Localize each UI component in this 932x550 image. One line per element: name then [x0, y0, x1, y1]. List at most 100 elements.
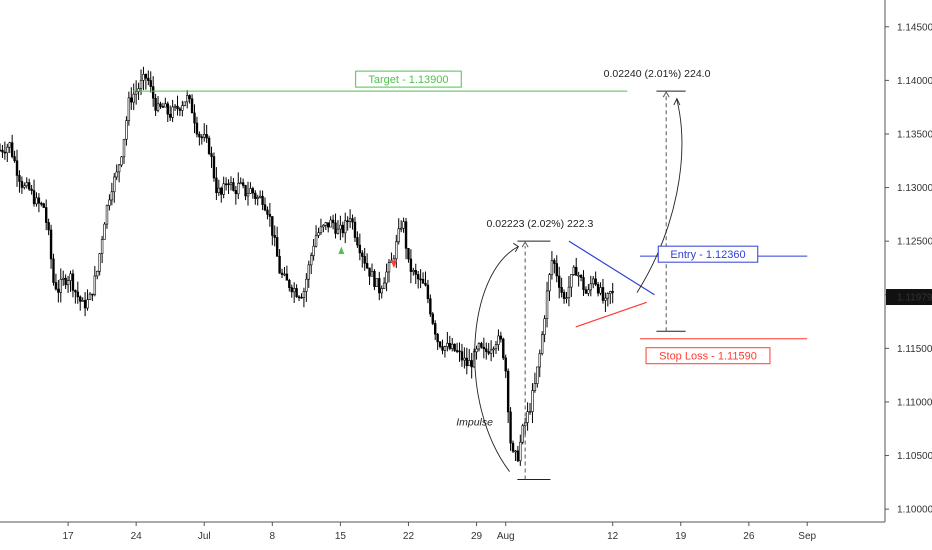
candle — [81, 297, 84, 302]
candle-body — [489, 349, 493, 354]
candle — [460, 343, 464, 367]
candle-body — [139, 79, 143, 89]
candle — [47, 218, 50, 236]
candle-body — [263, 204, 267, 211]
candle — [280, 268, 284, 279]
time-tick-label: 22 — [403, 531, 415, 542]
time-tick-label: 17 — [63, 531, 75, 542]
candle — [229, 176, 233, 191]
candle — [570, 274, 573, 297]
candle — [66, 275, 70, 293]
candle — [122, 138, 126, 164]
price-axis[interactable]: 1.145001.140001.135001.130001.125001.120… — [884, 0, 932, 522]
candle — [356, 231, 359, 248]
candle-body — [227, 183, 230, 186]
candle-body — [589, 283, 593, 291]
candle — [536, 366, 539, 388]
candle — [565, 291, 568, 304]
candle-body — [40, 202, 43, 205]
candle — [222, 176, 225, 199]
candle — [40, 201, 43, 207]
triangle-lower-line — [575, 301, 647, 328]
candle — [297, 295, 301, 302]
candle — [159, 101, 162, 109]
candle-body — [198, 133, 201, 138]
target-label: Target - 1.13900 — [355, 70, 462, 88]
candle-body — [120, 156, 123, 166]
buy-marker-icon — [338, 246, 345, 255]
target-measure-arrow-icon — [662, 91, 670, 98]
candle — [436, 332, 439, 350]
price-candles — [0, 66, 614, 466]
candle-body — [594, 278, 597, 285]
candle-body — [419, 278, 422, 281]
candle-body — [205, 134, 208, 139]
candle-body — [37, 197, 41, 204]
candle-body — [327, 222, 330, 228]
time-axis[interactable]: 17 24 Jul 8 15 22 29 Aug 12 19 26 Sep — [0, 521, 885, 542]
candle-body — [154, 97, 157, 111]
candle — [402, 217, 405, 233]
candle-body — [244, 185, 247, 197]
candle — [188, 94, 191, 104]
candle — [341, 221, 345, 238]
candle-body — [380, 288, 383, 294]
candle — [132, 83, 135, 111]
candle-body — [181, 105, 184, 111]
candle-body — [375, 278, 379, 287]
candle — [324, 221, 327, 230]
candle — [504, 354, 507, 379]
candle — [295, 284, 298, 298]
candle-body — [171, 106, 174, 118]
candle — [117, 164, 121, 183]
candle-body — [502, 338, 505, 359]
candle — [361, 250, 364, 268]
candle-body — [161, 106, 165, 108]
candle-body — [385, 271, 388, 284]
candle — [275, 226, 279, 257]
candle — [283, 266, 286, 277]
candle-body — [159, 103, 162, 107]
candle-body — [584, 289, 588, 294]
candle — [599, 282, 602, 296]
candle-body — [234, 190, 238, 195]
candle — [446, 332, 449, 352]
candle-body — [558, 275, 561, 288]
candle-body — [346, 220, 349, 223]
candle — [558, 266, 561, 299]
candle — [451, 337, 454, 352]
candle — [307, 260, 310, 288]
candle — [234, 185, 238, 205]
candle — [339, 215, 342, 241]
candle-body — [86, 299, 89, 309]
candle-body — [224, 183, 228, 186]
candle — [434, 320, 437, 340]
candle — [266, 206, 269, 220]
candle — [237, 172, 240, 200]
candle — [171, 99, 174, 123]
candle — [611, 282, 614, 304]
candle-body — [144, 74, 148, 79]
candle-body — [108, 199, 111, 206]
candle-body — [548, 274, 551, 292]
candle-body — [441, 346, 444, 351]
candle-body — [32, 190, 36, 205]
candle-body — [606, 293, 610, 299]
candle-body — [57, 288, 60, 293]
candle-body — [538, 353, 541, 368]
candle — [251, 186, 255, 199]
stop-loss-label: Stop Loss - 1.11590 — [645, 347, 771, 365]
candle-body — [81, 300, 84, 302]
candle-body — [25, 182, 28, 187]
candle — [589, 275, 593, 297]
candle-body — [166, 103, 169, 115]
candle-body — [412, 270, 415, 272]
candle — [176, 95, 179, 116]
candle-body — [275, 237, 279, 257]
candle — [319, 218, 323, 236]
entry-label-box — [657, 245, 759, 263]
projection-curve — [636, 99, 683, 293]
candle — [533, 372, 537, 393]
candle-body — [344, 220, 347, 234]
candle-body — [404, 221, 408, 249]
